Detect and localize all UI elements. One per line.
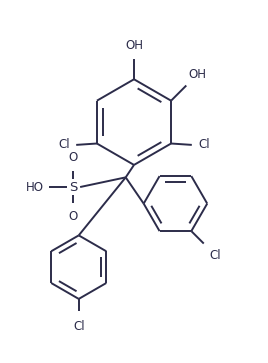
Text: OH: OH bbox=[125, 40, 143, 53]
Text: Cl: Cl bbox=[73, 320, 85, 333]
Text: S: S bbox=[69, 180, 77, 193]
Text: O: O bbox=[69, 151, 78, 164]
Text: HO: HO bbox=[26, 180, 44, 193]
Text: O: O bbox=[69, 210, 78, 223]
Text: Cl: Cl bbox=[198, 138, 210, 151]
Text: Cl: Cl bbox=[58, 138, 70, 151]
Text: OH: OH bbox=[188, 68, 206, 81]
Text: Cl: Cl bbox=[209, 249, 221, 262]
